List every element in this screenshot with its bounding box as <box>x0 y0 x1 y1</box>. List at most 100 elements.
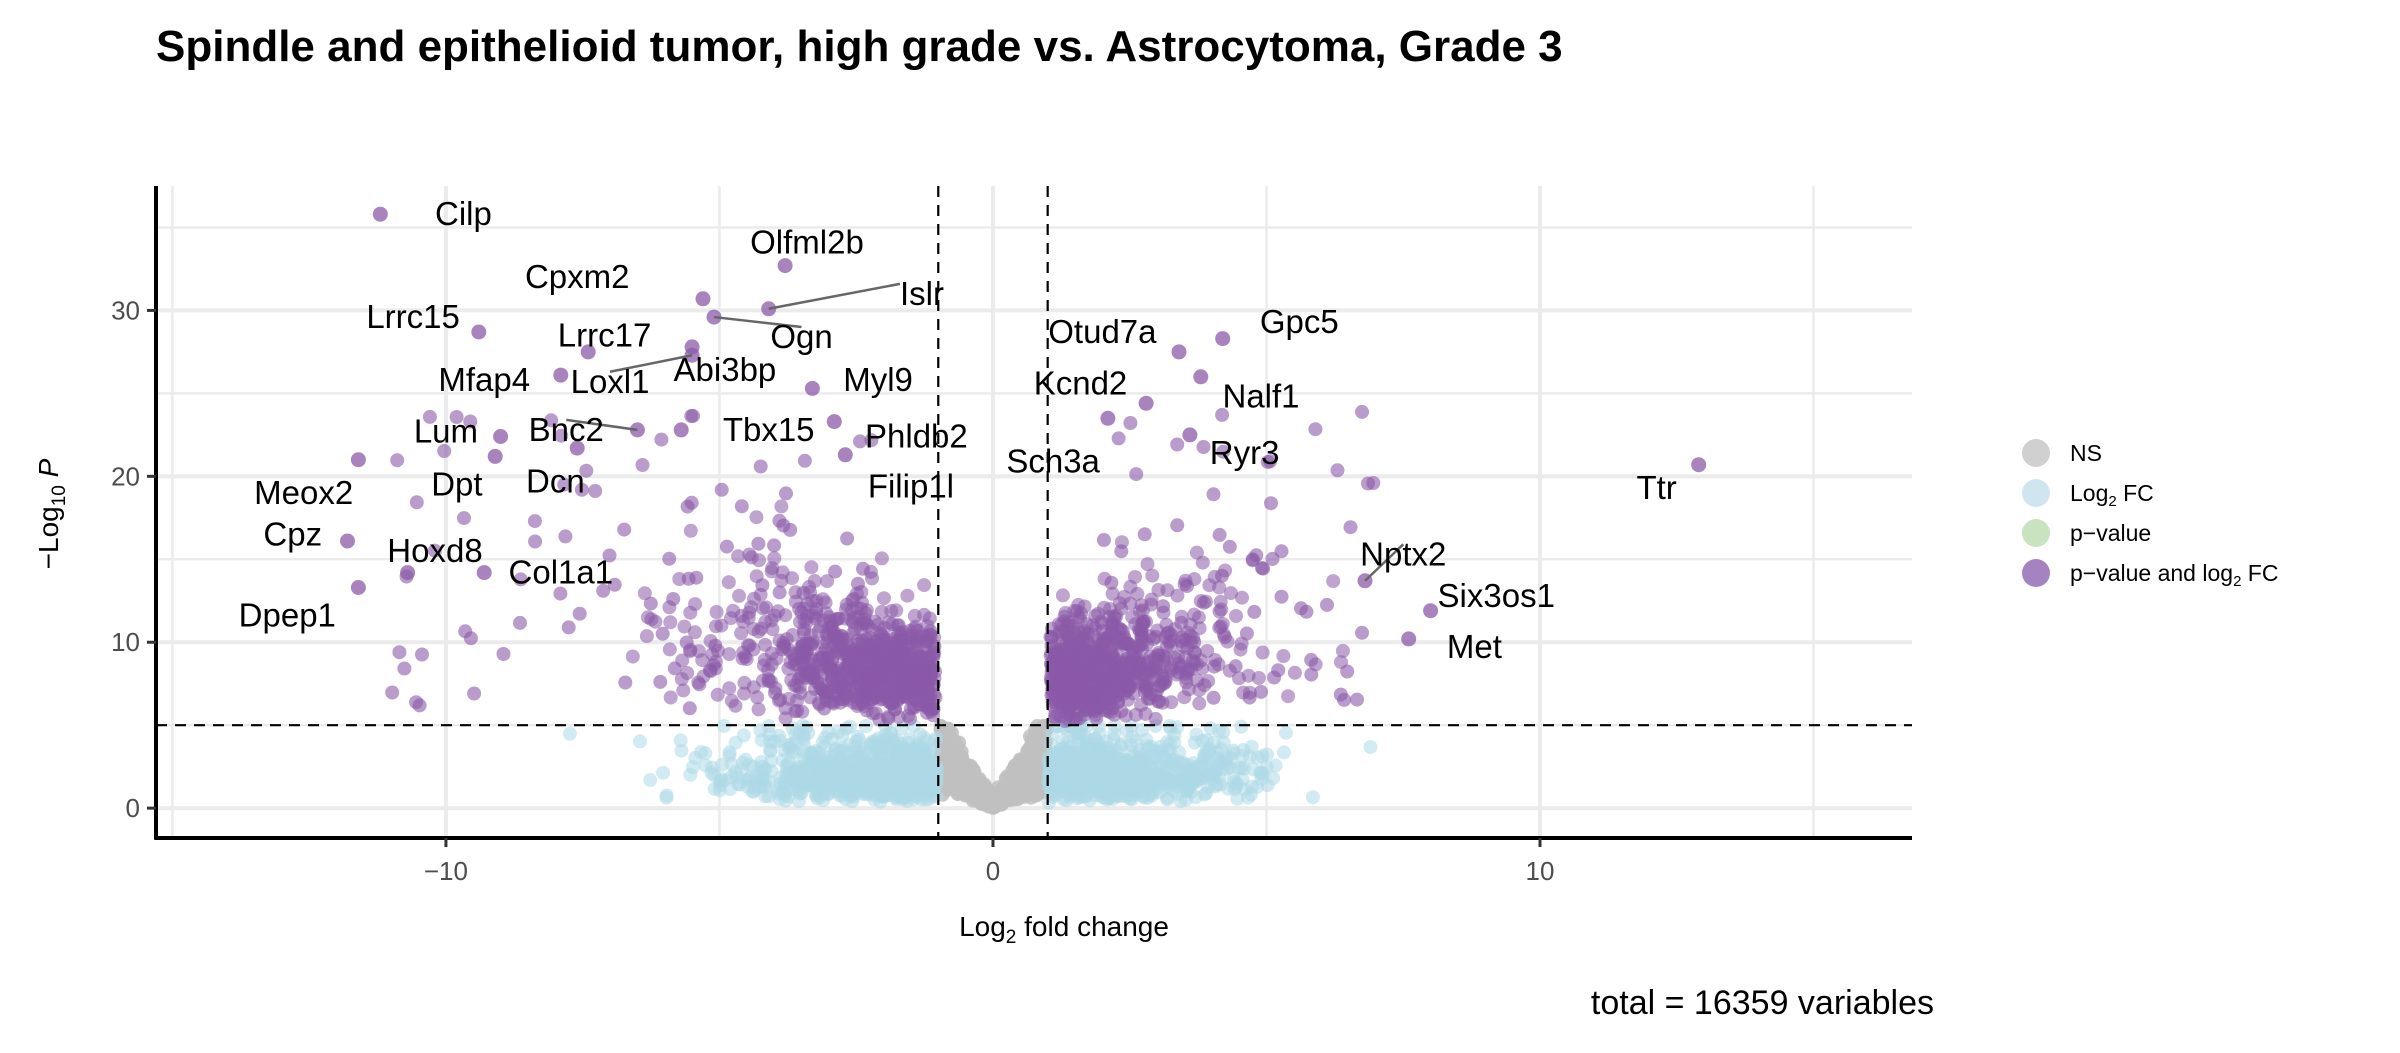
gene-label: Six3os1 <box>1438 577 1555 614</box>
sig-point <box>1320 597 1334 612</box>
sig-point <box>679 635 694 650</box>
sig-point <box>1212 580 1227 595</box>
labeled-point <box>1100 410 1116 426</box>
labeled-point <box>826 414 842 430</box>
sig-point <box>1126 641 1140 656</box>
sig-point <box>1212 527 1227 542</box>
x-tick-label: −10 <box>424 856 468 886</box>
labeled-point <box>1215 331 1231 347</box>
gene-label: Lrrc17 <box>558 316 652 353</box>
log2fc-point <box>736 728 751 743</box>
sig-point <box>625 649 640 664</box>
log2fc-point <box>1152 785 1167 799</box>
sig-point <box>719 539 734 554</box>
log2fc-point <box>1211 723 1226 738</box>
log2fc-point <box>698 758 713 773</box>
sig-point <box>662 551 677 566</box>
ns-point <box>980 793 995 808</box>
sig-point <box>654 432 669 447</box>
log2fc-point <box>1266 771 1281 786</box>
sig-point <box>1160 626 1175 641</box>
labeled-point <box>673 422 689 438</box>
log2fc-point <box>694 745 709 759</box>
sig-point <box>390 453 405 468</box>
sig-point <box>513 615 527 630</box>
labeled-point <box>487 448 503 464</box>
gene-label: Lrrc15 <box>366 298 460 335</box>
log2fc-point <box>1081 741 1096 756</box>
sig-point <box>1355 404 1369 419</box>
sig-point <box>1170 437 1185 452</box>
sig-point <box>397 661 412 676</box>
sig-point <box>617 522 632 537</box>
sig-point <box>886 656 900 671</box>
sig-point <box>1228 659 1243 674</box>
sig-point <box>1330 463 1345 478</box>
sig-point <box>1189 545 1204 560</box>
labeled-point <box>1171 344 1187 360</box>
y-tick-label: 10 <box>111 627 140 657</box>
log2fc-point <box>871 731 886 746</box>
sig-point <box>1104 575 1119 590</box>
log2fc-point <box>1065 764 1080 779</box>
sig-point <box>409 495 424 510</box>
log2fc-point <box>896 786 910 801</box>
sig-point <box>496 647 511 661</box>
sig-point <box>1052 676 1066 691</box>
gene-label: Mfap4 <box>438 361 530 398</box>
sig-point <box>1060 706 1075 721</box>
sig-point <box>1229 609 1243 623</box>
sig-point <box>709 605 724 619</box>
labeled-point <box>471 324 487 340</box>
sig-point <box>1115 624 1130 639</box>
sig-point <box>392 645 407 660</box>
log2fc-point <box>1125 729 1140 744</box>
sig-point <box>677 619 692 634</box>
sig-point <box>793 686 808 701</box>
sig-point <box>1132 622 1146 637</box>
gene-label: Filip1l <box>868 467 954 504</box>
log2fc-point <box>656 765 671 780</box>
labeled-point <box>340 533 355 549</box>
sig-point <box>856 561 870 576</box>
log2fc-point <box>685 760 700 775</box>
sig-point <box>818 642 833 657</box>
log2fc-point <box>722 745 737 760</box>
sig-point <box>734 499 749 514</box>
sig-point <box>1047 648 1062 663</box>
sig-point <box>689 570 704 585</box>
sig-point <box>702 663 717 678</box>
labeled-point <box>1182 427 1198 443</box>
log2fc-point <box>1250 779 1265 794</box>
sig-point <box>758 637 773 652</box>
sig-point <box>915 666 930 681</box>
labeled-point <box>350 452 366 468</box>
labeled-point <box>804 380 820 396</box>
sig-point <box>746 680 761 695</box>
sig-point <box>1111 431 1126 446</box>
log2fc-point <box>1105 772 1120 787</box>
log2fc-point <box>659 790 674 805</box>
sig-point <box>1109 608 1124 623</box>
sig-point <box>795 651 810 666</box>
log2fc-point <box>1228 779 1243 794</box>
sig-point <box>1140 655 1155 670</box>
gene-label: Meox2 <box>254 474 353 511</box>
sig-point <box>663 690 678 705</box>
sig-point <box>686 408 700 423</box>
log2fc-point <box>633 734 647 749</box>
sig-point <box>1106 650 1121 665</box>
gene-label: Met <box>1447 628 1502 665</box>
log2fc-point <box>1165 783 1180 798</box>
sig-point <box>1271 663 1286 678</box>
sig-point <box>1335 643 1350 658</box>
ns-point <box>998 776 1013 791</box>
sig-point <box>1174 609 1189 624</box>
log2fc-point <box>805 745 820 760</box>
log2fc-point <box>1363 740 1378 755</box>
gene-label: Loxl1 <box>571 363 650 400</box>
log2fc-point <box>1096 785 1111 800</box>
labeled-point <box>695 291 711 307</box>
sig-point <box>1130 586 1145 601</box>
ns-point <box>1016 787 1031 802</box>
